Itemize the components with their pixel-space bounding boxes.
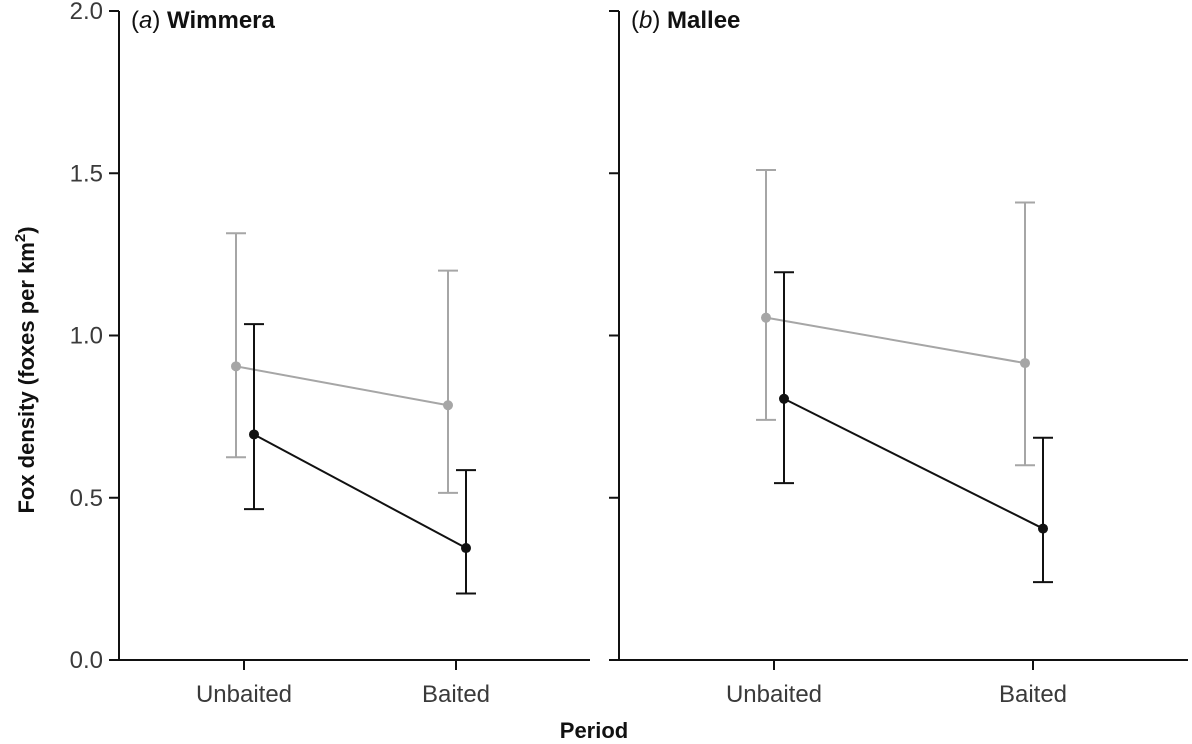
y-tick-label: 0.5 xyxy=(70,485,103,512)
data-point-grey xyxy=(231,361,241,372)
panel-a-letter: a xyxy=(139,7,152,34)
x-tick-label: Unbaited xyxy=(196,681,292,708)
panel-wimmera: (a) Wimmera 0.0 0.5 1.0 1.5 2.0 Unbaited Bait… xyxy=(70,0,590,708)
data-point-black xyxy=(1038,523,1048,534)
data-point-grey xyxy=(443,400,453,411)
panel-a-site: Wimmera xyxy=(167,7,275,34)
data-point-black xyxy=(779,393,789,404)
y-tick-label: 1.5 xyxy=(70,160,103,187)
y-axis-title-main: Fox density (foxes per km xyxy=(14,242,39,513)
series-line-black xyxy=(783,397,1044,530)
y-tick-label: 2.0 xyxy=(70,0,103,25)
panel-b-marks xyxy=(756,169,1053,584)
data-point-grey xyxy=(761,312,771,323)
y-tick-label: 1.0 xyxy=(70,323,103,350)
y-tick-label: 0.0 xyxy=(70,647,103,674)
panel-a-label: (a) Wimmera xyxy=(131,7,276,34)
panel-b-label: (b) Mallee xyxy=(631,7,740,34)
y-axis-title-superscript: 2 xyxy=(12,234,29,242)
y-axis-title: Fox density (foxes per km2) xyxy=(12,226,39,513)
panel-a-x-ticks: Unbaited Baited xyxy=(196,660,490,708)
panel-b-letter: b xyxy=(639,7,652,34)
y-axis-title-close: ) xyxy=(14,226,39,233)
series-line-grey xyxy=(765,316,1026,365)
panel-b-y-ticks xyxy=(609,10,619,661)
x-tick-label: Baited xyxy=(999,681,1067,708)
x-tick-label: Baited xyxy=(422,681,490,708)
data-point-grey xyxy=(1020,358,1030,369)
panel-b-site: Mallee xyxy=(667,7,740,34)
x-axis-title: Period xyxy=(560,718,628,743)
series-line-black xyxy=(253,433,467,549)
x-tick-label: Unbaited xyxy=(726,681,822,708)
panel-b-x-ticks: Unbaited Baited xyxy=(726,660,1067,708)
data-point-black xyxy=(461,543,471,554)
panel-mallee: (b) Mallee Unbaited Baited xyxy=(609,7,1188,708)
series-line-grey xyxy=(235,365,449,407)
data-point-black xyxy=(249,429,259,440)
panel-a-y-ticks: 0.0 0.5 1.0 1.5 2.0 xyxy=(70,0,119,674)
panel-a-marks xyxy=(226,232,476,595)
